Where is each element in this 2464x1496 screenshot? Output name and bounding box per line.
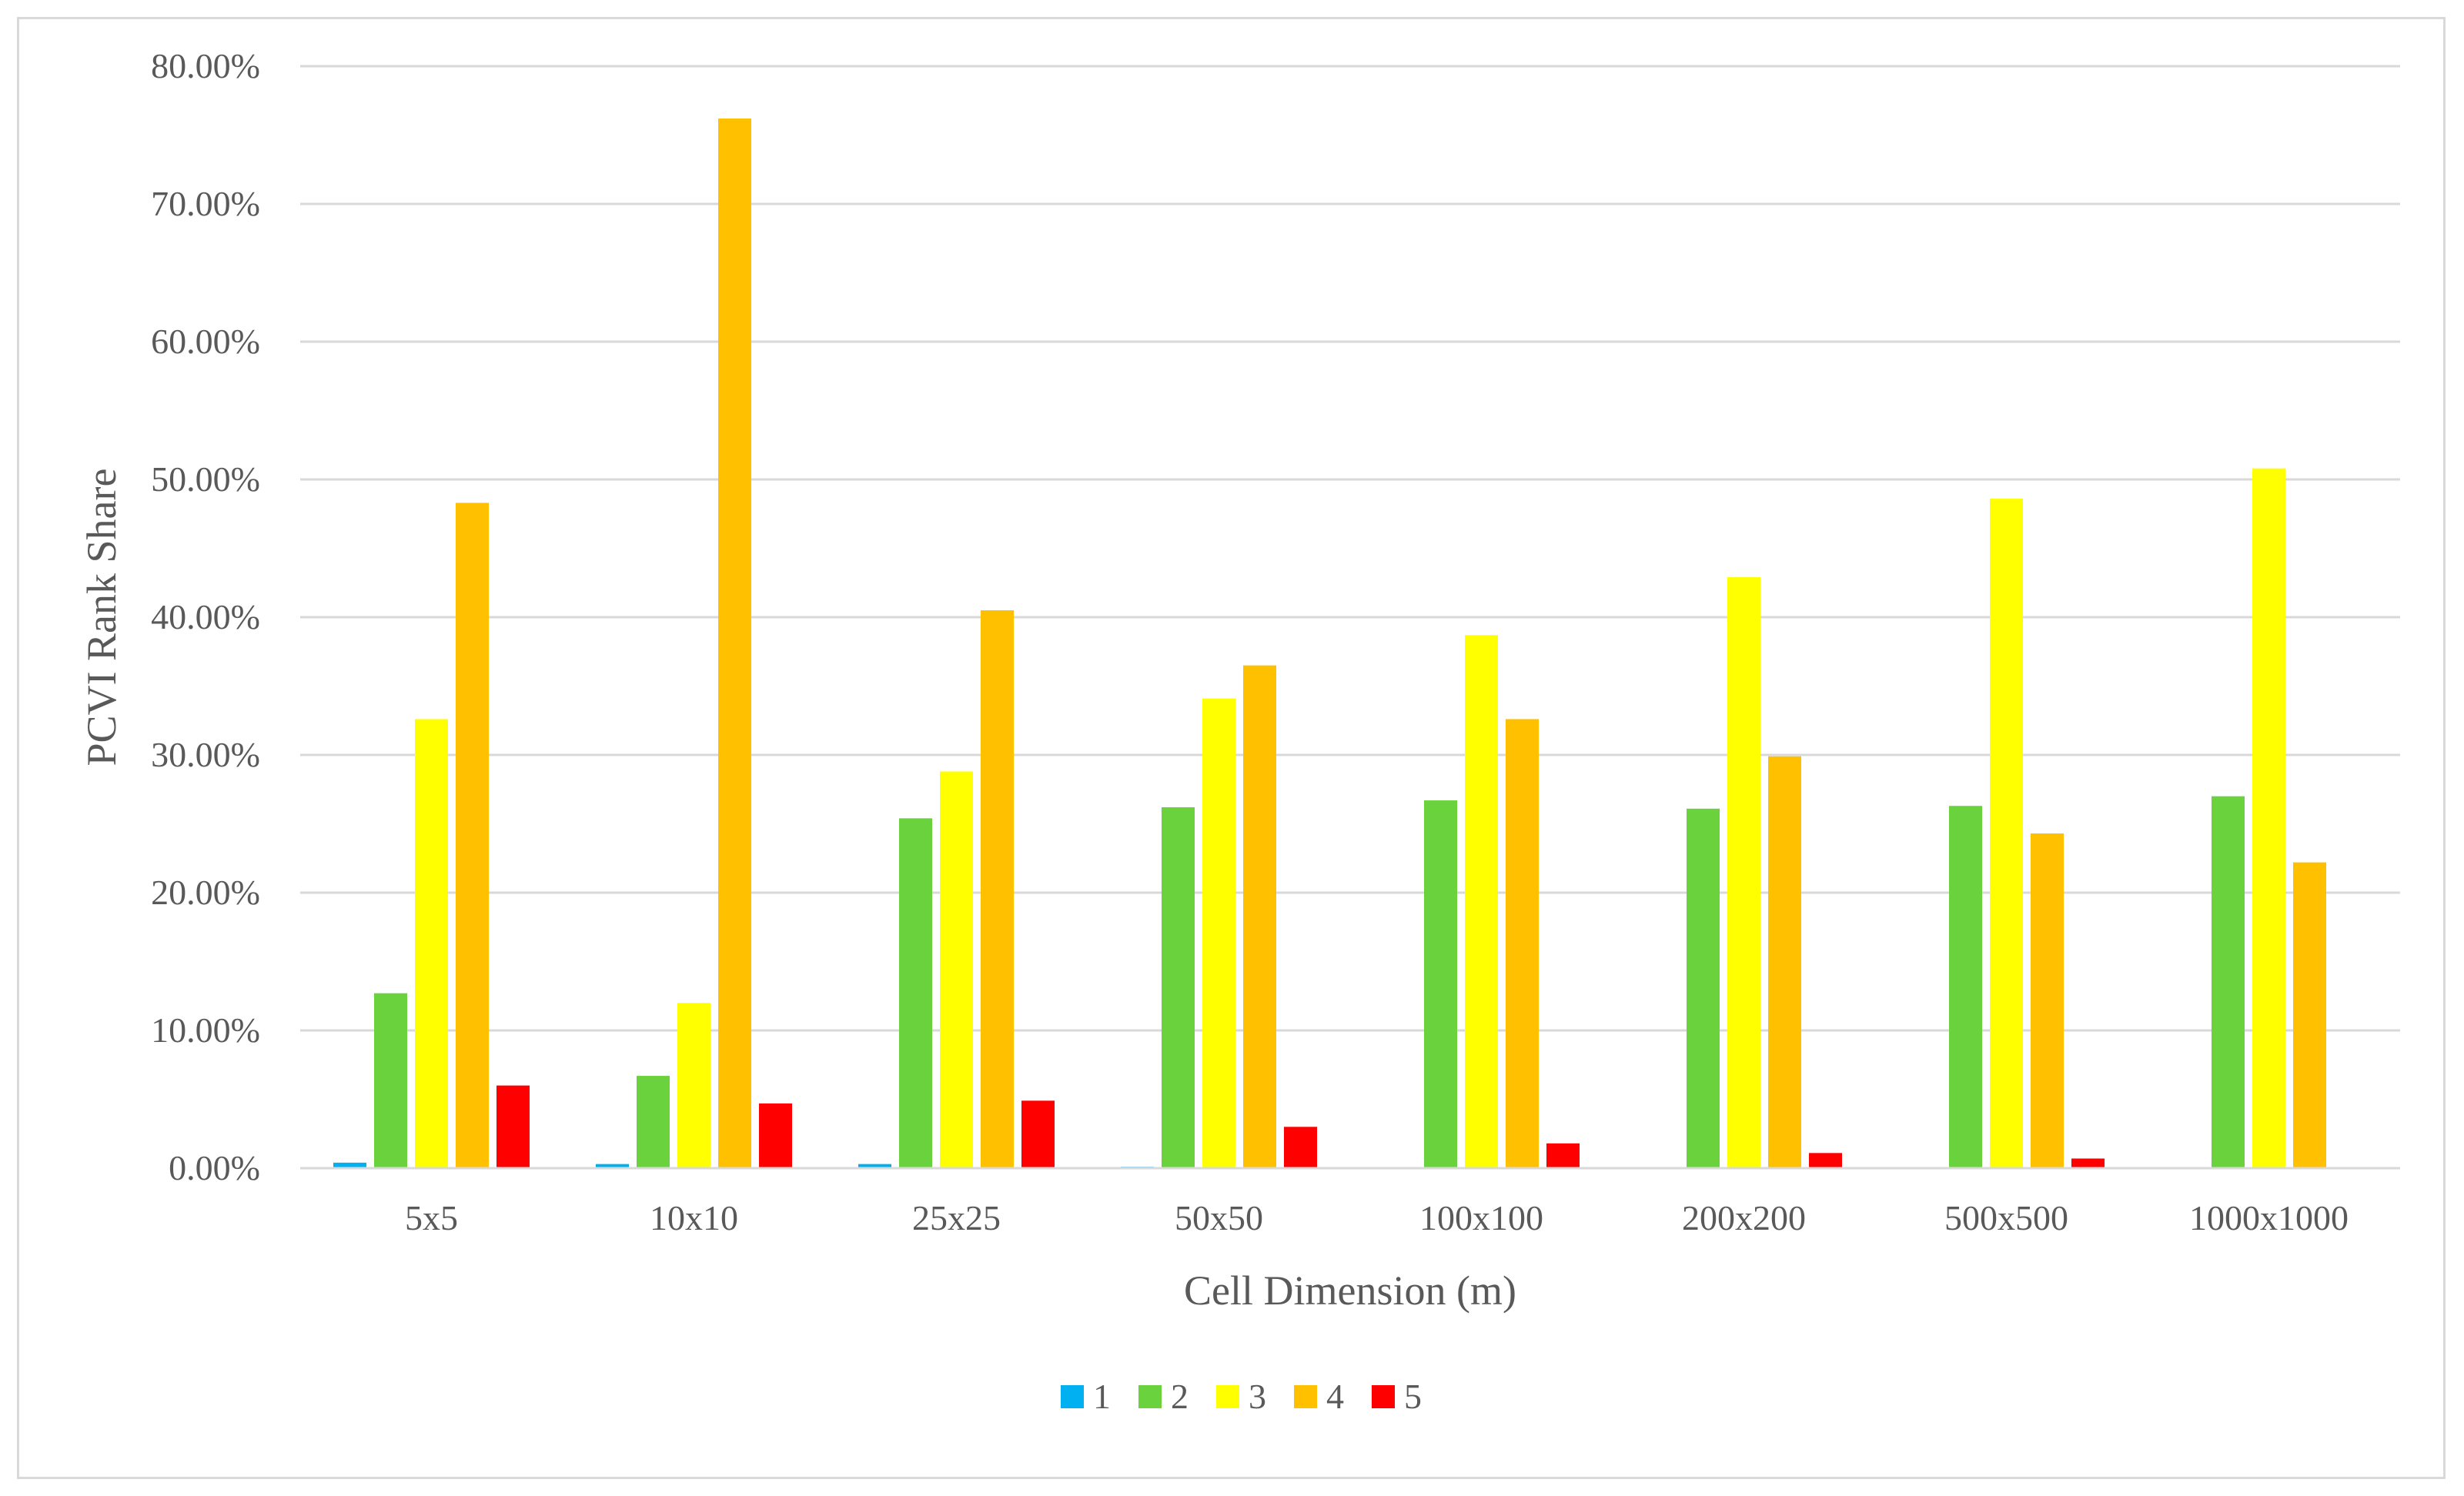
bar-25x25-series-3 <box>940 771 973 1168</box>
y-axis-title: PCVI Rank Share <box>79 469 125 766</box>
y-tick-label: 20.00% <box>151 873 260 912</box>
bar-200x200-series-3 <box>1727 577 1760 1168</box>
y-axis-ticks: 0.00% 10.00% 20.00% 30.00% 40.00% 50.00% 60.00… <box>151 46 260 1187</box>
bar-100x100-series-3 <box>1465 635 1498 1168</box>
legend-swatch-5 <box>1372 1385 1395 1408</box>
bar-10x10-series-2 <box>637 1076 670 1168</box>
y-tick-label: 80.00% <box>151 46 260 85</box>
bars <box>300 119 2400 1170</box>
x-tick-label: 25x25 <box>912 1198 1001 1237</box>
y-tick-label: 0.00% <box>169 1148 260 1187</box>
legend-swatch-2 <box>1138 1385 1162 1408</box>
legend-label-4: 4 <box>1326 1377 1344 1416</box>
bar-200x200-series-5 <box>1809 1153 1842 1168</box>
legend-label-5: 5 <box>1404 1377 1422 1416</box>
bar-1000x1000-series-2 <box>2212 796 2245 1168</box>
bar-10x10-series-3 <box>677 1003 710 1168</box>
legend-swatch-3 <box>1216 1385 1239 1408</box>
bar-50x50-series-4 <box>1243 665 1276 1168</box>
y-tick-label: 40.00% <box>151 597 260 636</box>
x-tick-label: 500x500 <box>1944 1198 2068 1237</box>
y-tick-label: 60.00% <box>151 322 260 361</box>
x-tick-label: 50x50 <box>1175 1198 1263 1237</box>
bar-100x100-series-2 <box>1424 800 1457 1168</box>
bar-5x5-series-1 <box>333 1162 366 1168</box>
y-tick-label: 70.00% <box>151 184 260 223</box>
bar-500x500-series-2 <box>1949 806 1982 1168</box>
legend-swatch-1 <box>1061 1385 1084 1408</box>
x-tick-label: 5x5 <box>405 1198 458 1237</box>
legend-label-1: 1 <box>1093 1377 1111 1416</box>
bar-25x25-series-2 <box>899 818 932 1168</box>
x-tick-label: 100x100 <box>1419 1198 1543 1237</box>
bar-10x10-series-1 <box>596 1164 629 1168</box>
bar-1000x1000-series-4 <box>2293 862 2326 1168</box>
y-tick-label: 30.00% <box>151 735 260 774</box>
y-tick-label: 10.00% <box>151 1010 260 1050</box>
bar-1000x1000-series-3 <box>2252 468 2285 1168</box>
bar-5x5-series-3 <box>415 719 448 1168</box>
bar-50x50-series-3 <box>1202 698 1235 1168</box>
bar-500x500-series-4 <box>2031 833 2064 1168</box>
x-tick-label: 10x10 <box>650 1198 738 1237</box>
bar-200x200-series-2 <box>1687 808 1720 1168</box>
bar-100x100-series-5 <box>1546 1143 1580 1168</box>
bar-10x10-series-5 <box>759 1103 792 1168</box>
bar-500x500-series-5 <box>2071 1158 2105 1168</box>
bar-5x5-series-5 <box>496 1085 530 1168</box>
bar-50x50-series-5 <box>1284 1127 1317 1168</box>
legend-label-3: 3 <box>1249 1377 1266 1416</box>
legend: 1 2 3 4 5 <box>1061 1377 1422 1416</box>
x-tick-label: 200x200 <box>1682 1198 1806 1237</box>
y-tick-label: 50.00% <box>151 459 260 499</box>
x-axis-ticks: 5x5 10x10 25x25 50x50 100x100 200x200 500x500 1… <box>405 1198 2349 1237</box>
x-tick-label: 1000x1000 <box>2189 1198 2349 1237</box>
bar-50x50-series-2 <box>1162 807 1195 1168</box>
bar-25x25-series-5 <box>1021 1100 1055 1168</box>
legend-swatch-4 <box>1294 1385 1317 1408</box>
bar-5x5-series-4 <box>456 503 489 1168</box>
bar-5x5-series-2 <box>374 993 407 1168</box>
bar-200x200-series-4 <box>1768 756 1801 1168</box>
legend-label-2: 2 <box>1171 1377 1189 1416</box>
bar-100x100-series-4 <box>1506 719 1539 1168</box>
bar-500x500-series-3 <box>1990 499 2023 1168</box>
bar-10x10-series-4 <box>718 119 751 1168</box>
bar-25x25-series-1 <box>858 1164 891 1168</box>
x-axis-title: Cell Dimension (m) <box>1184 1267 1516 1314</box>
bar-25x25-series-4 <box>981 610 1014 1168</box>
gridlines <box>300 65 2400 1170</box>
